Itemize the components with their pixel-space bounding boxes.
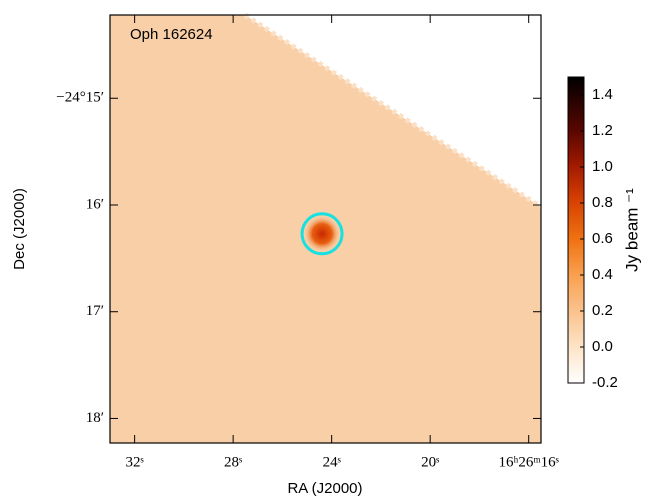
source-marker bbox=[300, 212, 344, 256]
x-tick-label: 16ʰ26ᵐ16ˢ bbox=[499, 454, 559, 470]
x-tick-label: 32ˢ bbox=[126, 454, 144, 470]
colorbar-tick-label: 0.4 bbox=[592, 266, 613, 283]
colorbar-tick-label: 1.4 bbox=[592, 86, 613, 103]
source-emission bbox=[304, 215, 341, 252]
colorbar-tick-label: 1.2 bbox=[592, 122, 613, 139]
map-edge bbox=[243, 12, 543, 210]
y-tick-label: 16′ bbox=[86, 196, 104, 212]
colorbar-tick-label: 0.6 bbox=[592, 230, 613, 247]
colorbar-label: Jy beam ⁻¹ bbox=[622, 188, 641, 272]
colorbar bbox=[567, 76, 585, 384]
y-tick-label: −24°15′ bbox=[56, 90, 104, 106]
colorbar-tick-label: 1.0 bbox=[592, 158, 613, 175]
annotation: Oph 162624 bbox=[130, 26, 213, 43]
colorbar-tick-label: 0.0 bbox=[592, 338, 613, 355]
x-tick-label: 20ˢ bbox=[421, 454, 439, 470]
y-tick-label: 17′ bbox=[86, 303, 104, 319]
y-tick-label: 18′ bbox=[86, 410, 104, 426]
plot-frame bbox=[109, 14, 542, 444]
x-axis-label: RA (J2000) bbox=[287, 480, 362, 497]
x-tick-label: 28ˢ bbox=[224, 454, 242, 470]
x-tick-label: 24ˢ bbox=[323, 454, 341, 470]
colorbar-tick-label: -0.2 bbox=[592, 374, 618, 391]
y-axis-label: Dec (J2000) bbox=[11, 188, 28, 270]
colorbar-tick-label: 0.8 bbox=[592, 194, 613, 211]
colorbar-tick-label: 0.2 bbox=[592, 302, 613, 319]
